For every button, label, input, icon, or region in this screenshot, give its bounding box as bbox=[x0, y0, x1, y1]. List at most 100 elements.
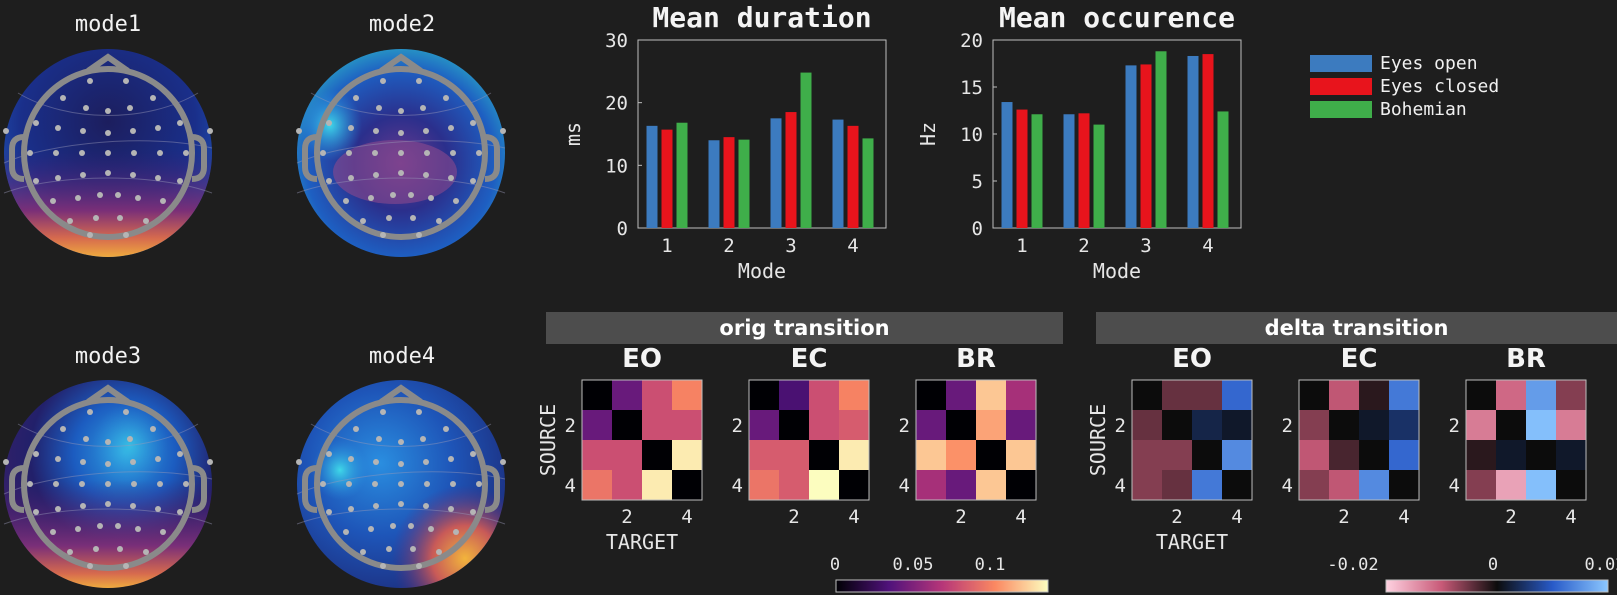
heatmap-x-axis-label: TARGET bbox=[1156, 530, 1228, 554]
heatmap-cell bbox=[976, 410, 1006, 440]
heatmap-x-tick-label: 4 bbox=[681, 506, 692, 528]
heatmap-y-tick-label: 2 bbox=[565, 415, 576, 437]
x-tick-label: 4 bbox=[847, 235, 858, 257]
heatmap-cell bbox=[976, 440, 1006, 470]
heatmap-cell bbox=[1496, 410, 1526, 440]
heatmap-cell bbox=[779, 470, 809, 500]
heatmap-frame bbox=[1465, 379, 1587, 501]
heatmap-x-tick-label: 2 bbox=[1505, 506, 1516, 528]
heatmap-cell bbox=[1299, 380, 1329, 410]
heatmap-cell bbox=[1556, 380, 1586, 410]
heatmap-title: EC bbox=[791, 345, 828, 374]
topomap-mode1 bbox=[3, 49, 213, 257]
heatmap-cell bbox=[1526, 440, 1556, 470]
heatmap-cell bbox=[1359, 380, 1389, 410]
heatmap-cell bbox=[642, 410, 672, 440]
x-axis-label: Mode bbox=[1093, 259, 1141, 283]
heatmap-y-tick-label: 4 bbox=[565, 475, 576, 497]
heatmap-y-axis-label: SOURCE bbox=[540, 404, 560, 476]
heatmap-cell bbox=[1496, 380, 1526, 410]
heatmap-x-tick-label: 4 bbox=[1565, 506, 1576, 528]
bar-eyes-open bbox=[1063, 114, 1075, 228]
y-tick-label: 10 bbox=[605, 155, 628, 177]
heatmap-cell bbox=[1006, 440, 1036, 470]
heatmap-cell bbox=[839, 470, 869, 500]
y-axis-label: Hz bbox=[916, 122, 940, 146]
heatmap-cell bbox=[1466, 470, 1496, 500]
heatmap-x-tick-label: 2 bbox=[1338, 506, 1349, 528]
bar-eyes-closed bbox=[661, 129, 673, 228]
bar-eyes-open bbox=[1187, 55, 1199, 229]
bar-eyes-closed bbox=[1202, 54, 1214, 228]
heatmap-cell bbox=[1359, 470, 1389, 500]
heatmap-cell bbox=[1299, 410, 1329, 440]
heatmap-cell bbox=[916, 380, 946, 410]
heatmap-cell bbox=[1526, 470, 1556, 500]
heatmap-cell bbox=[809, 410, 839, 440]
heatmap-y-tick-label: 2 bbox=[732, 415, 743, 437]
heatmap-frame bbox=[748, 379, 870, 501]
y-tick-label: 30 bbox=[605, 30, 628, 52]
y-tick-label: 5 bbox=[972, 171, 983, 193]
heatmap-cell bbox=[1389, 440, 1419, 470]
heatmap-cell bbox=[582, 470, 612, 500]
heatmap-cell bbox=[809, 380, 839, 410]
y-axis-label: ms bbox=[561, 122, 585, 146]
heatmap-cell bbox=[642, 440, 672, 470]
heatmap-cell bbox=[582, 410, 612, 440]
heatmap-cell bbox=[1466, 380, 1496, 410]
heatmap-cell bbox=[1192, 440, 1222, 470]
heatmap-x-axis-label: TARGET bbox=[606, 530, 678, 554]
heatmap-cell bbox=[916, 410, 946, 440]
heatmap-cell bbox=[1006, 470, 1036, 500]
heatmap-cell bbox=[1496, 440, 1526, 470]
heatmap-cell bbox=[642, 470, 672, 500]
heatmap-cell bbox=[672, 410, 702, 440]
x-tick-label: 3 bbox=[1140, 235, 1151, 257]
legend-swatch-eyes-closed bbox=[1310, 78, 1372, 95]
colorbar bbox=[835, 579, 1049, 593]
heatmap-cell bbox=[1299, 440, 1329, 470]
heatmap-title: EO bbox=[1172, 345, 1212, 374]
heatmap-cell bbox=[672, 470, 702, 500]
legend-label: Eyes closed bbox=[1380, 76, 1500, 97]
heatmap-cell bbox=[1162, 470, 1192, 500]
legend-item: Bohemian bbox=[1310, 98, 1499, 121]
bar-eyes-open bbox=[708, 140, 720, 228]
heatmap-y-tick-label: 2 bbox=[1282, 415, 1293, 437]
heatmap-y-tick-label: 2 bbox=[1115, 415, 1126, 437]
heatmap-title: BR bbox=[1506, 345, 1546, 374]
heatmap-cell bbox=[839, 380, 869, 410]
heatmap-title: BR bbox=[956, 345, 996, 374]
x-tick-label: 2 bbox=[1078, 235, 1089, 257]
legend-swatch-eyes-open bbox=[1310, 55, 1372, 72]
bar-eyes-open bbox=[1001, 102, 1013, 228]
bar-eyes-closed bbox=[785, 112, 797, 228]
heatmap-cell bbox=[1006, 380, 1036, 410]
bar-eyes-closed bbox=[847, 125, 859, 228]
heatmap-cell bbox=[1329, 380, 1359, 410]
x-tick-label: 1 bbox=[1016, 235, 1027, 257]
topomap-title: mode4 bbox=[368, 344, 436, 369]
topomap-mode2 bbox=[296, 49, 506, 257]
x-tick-label: 3 bbox=[785, 235, 796, 257]
legend-label: Bohemian bbox=[1380, 99, 1467, 120]
heatmap-cell bbox=[1192, 410, 1222, 440]
heatmap-cell bbox=[1132, 440, 1162, 470]
heatmap-cell bbox=[612, 470, 642, 500]
heatmap-cell bbox=[1222, 410, 1252, 440]
heatmap-x-tick-label: 2 bbox=[955, 506, 966, 528]
chart-title: Mean occurence bbox=[999, 1, 1235, 34]
heatmap-cell bbox=[1192, 470, 1222, 500]
heatmap-y-tick-label: 4 bbox=[1449, 475, 1460, 497]
heatmap-x-tick-label: 4 bbox=[1015, 506, 1026, 528]
heatmap-cell bbox=[1526, 410, 1556, 440]
legend-swatch-bohemian bbox=[1310, 101, 1372, 118]
bar-bohemian bbox=[1155, 51, 1167, 228]
heatmap-cell bbox=[749, 470, 779, 500]
heatmap-cell bbox=[1389, 470, 1419, 500]
bar-bohemian bbox=[676, 122, 688, 228]
y-tick-label: 0 bbox=[617, 218, 628, 240]
heatmap-cell bbox=[1359, 440, 1389, 470]
